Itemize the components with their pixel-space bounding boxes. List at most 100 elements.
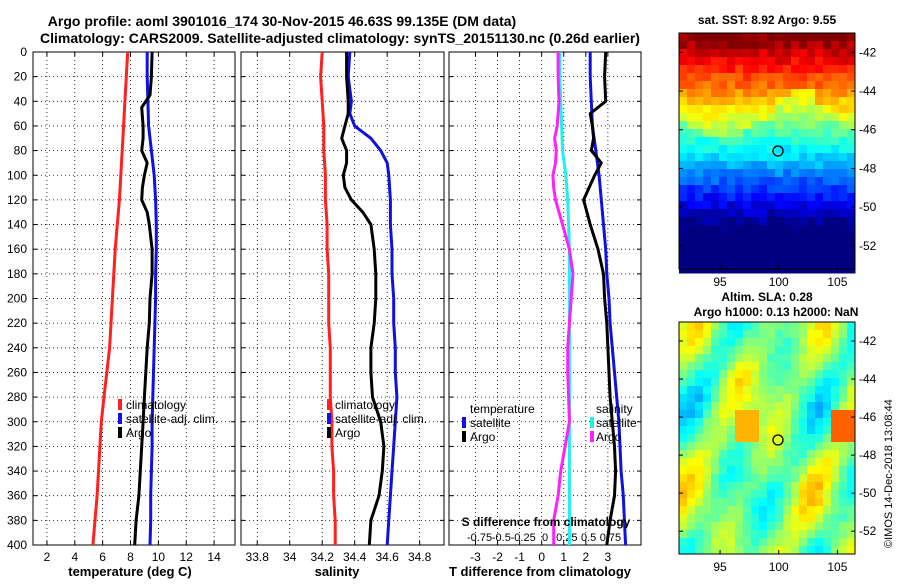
sla-cell: [687, 354, 696, 363]
sla-cell: [831, 386, 840, 395]
sla-cell: [831, 378, 840, 387]
sst-cell: [815, 105, 824, 114]
sla-cell: [759, 538, 768, 547]
sst-cell: [823, 249, 832, 258]
sst-cell: [823, 217, 832, 226]
sla-cell: [839, 418, 848, 427]
sla-cell: [751, 538, 760, 547]
sst-map-image: [679, 33, 856, 274]
sla-cell: [839, 522, 848, 531]
sla-cell: [847, 458, 856, 467]
sla-cell: [783, 546, 792, 555]
sla-cell: [711, 434, 720, 443]
sst-cell: [751, 209, 760, 218]
sla-cell: [759, 362, 768, 371]
sla-cell: [679, 474, 688, 483]
map-lat-label: -50: [859, 200, 877, 214]
sst-cell: [775, 217, 784, 226]
sst-cell: [711, 145, 720, 154]
sst-cell: [839, 185, 848, 194]
sst-cell: [735, 49, 744, 58]
series-line-satellite-adj-clim-: [346, 51, 399, 546]
sla-cell: [831, 354, 840, 363]
sst-cell: [679, 177, 688, 186]
sla-cell: [847, 386, 856, 395]
sst-cell: [751, 137, 760, 146]
sla-cell: [743, 466, 752, 475]
sla-cell: [815, 450, 824, 459]
sst-cell: [687, 241, 696, 250]
sla-cell: [695, 434, 704, 443]
sla-cell: [719, 442, 728, 451]
salinity-panel: 33.8 34 34.2 34.4 34.6 34.8 salinity climatol…: [240, 51, 445, 579]
sst-cell: [711, 137, 720, 146]
sst-cell: [743, 89, 752, 98]
sst-cell: [759, 41, 768, 50]
sst-cell: [719, 241, 728, 250]
depth-axis-labels: 0 20 40 60 80 100 120 140 160 180 200 220 240 260 280 3…: [7, 45, 27, 552]
series-line-climatology: [319, 51, 337, 545]
sla-cell: [719, 410, 728, 419]
sst-cell: [847, 217, 856, 226]
sla-cell: [791, 378, 800, 387]
sst-cell: [711, 201, 720, 210]
sst-cell: [727, 33, 736, 42]
s-diff-tick-label: 0.5: [581, 532, 596, 544]
sla-map-title: Altim. SLA: 0.28: [721, 290, 813, 304]
depth-tick-label: 160: [7, 242, 27, 256]
sla-cell: [823, 370, 832, 379]
sst-cell: [823, 129, 832, 138]
sst-cell: [735, 137, 744, 146]
sla-cell: [735, 426, 744, 435]
sla-cell: [719, 378, 728, 387]
sst-cell: [823, 49, 832, 58]
legend-swatch: [462, 417, 466, 428]
sst-cell: [727, 249, 736, 258]
sla-cell: [767, 450, 776, 459]
sla-cell: [847, 482, 856, 491]
sst-cell: [687, 97, 696, 106]
sla-cell: [727, 386, 736, 395]
sla-cell: [807, 498, 816, 507]
sla-cell: [743, 490, 752, 499]
sla-cell: [847, 322, 856, 331]
sla-cell: [751, 378, 760, 387]
sla-cell: [799, 426, 808, 435]
sla-cell: [735, 474, 744, 483]
sla-cell: [807, 402, 816, 411]
sst-cell: [815, 249, 824, 258]
sla-cell: [735, 370, 744, 379]
sla-cell: [743, 386, 752, 395]
sla-cell: [831, 402, 840, 411]
sla-cell: [823, 498, 832, 507]
sla-cell: [719, 450, 728, 459]
sla-cell: [775, 346, 784, 355]
sla-cell: [743, 426, 752, 435]
legend-label: satellite: [470, 416, 511, 430]
sst-cell: [719, 65, 728, 74]
sla-cell: [807, 346, 816, 355]
sla-cell: [839, 370, 848, 379]
sla-cell: [823, 434, 832, 443]
sla-cell: [823, 362, 832, 371]
sst-cell: [743, 57, 752, 66]
sla-cell: [831, 346, 840, 355]
sla-cell: [727, 418, 736, 427]
sla-cell: [703, 330, 712, 339]
sst-cell: [783, 193, 792, 202]
sla-cell: [791, 418, 800, 427]
sst-cell: [751, 249, 760, 258]
sst-cell: [831, 241, 840, 250]
sst-cell: [759, 185, 768, 194]
sla-cell: [839, 434, 848, 443]
map-lat-label: -48: [859, 161, 877, 175]
sla-cell: [735, 330, 744, 339]
sla-cell: [687, 546, 696, 555]
sst-cell: [759, 113, 768, 122]
sla-cell: [727, 370, 736, 379]
sst-cell: [831, 257, 840, 266]
sla-cell: [735, 466, 744, 475]
sla-cell: [679, 498, 688, 507]
sla-cell: [695, 538, 704, 547]
sla-cell: [823, 346, 832, 355]
